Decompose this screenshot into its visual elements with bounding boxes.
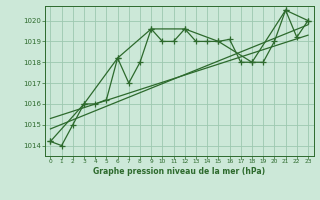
X-axis label: Graphe pression niveau de la mer (hPa): Graphe pression niveau de la mer (hPa) — [93, 167, 265, 176]
